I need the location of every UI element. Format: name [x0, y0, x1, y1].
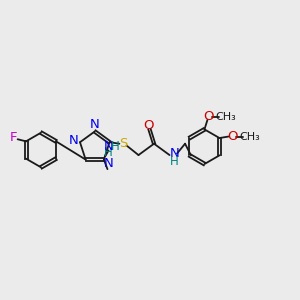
Text: F: F	[10, 131, 17, 144]
Text: H: H	[170, 155, 179, 168]
Text: N: N	[104, 158, 113, 170]
Text: N: N	[104, 140, 113, 153]
Text: N: N	[68, 134, 78, 147]
Text: O: O	[227, 130, 237, 143]
Text: N: N	[90, 118, 100, 131]
Text: N: N	[169, 147, 179, 160]
Text: O: O	[203, 110, 213, 123]
Text: H: H	[111, 140, 120, 153]
Text: O: O	[144, 119, 154, 132]
Text: CH₃: CH₃	[216, 112, 236, 122]
Text: H: H	[104, 146, 113, 159]
Text: S: S	[119, 137, 127, 150]
Text: CH₃: CH₃	[240, 131, 260, 142]
